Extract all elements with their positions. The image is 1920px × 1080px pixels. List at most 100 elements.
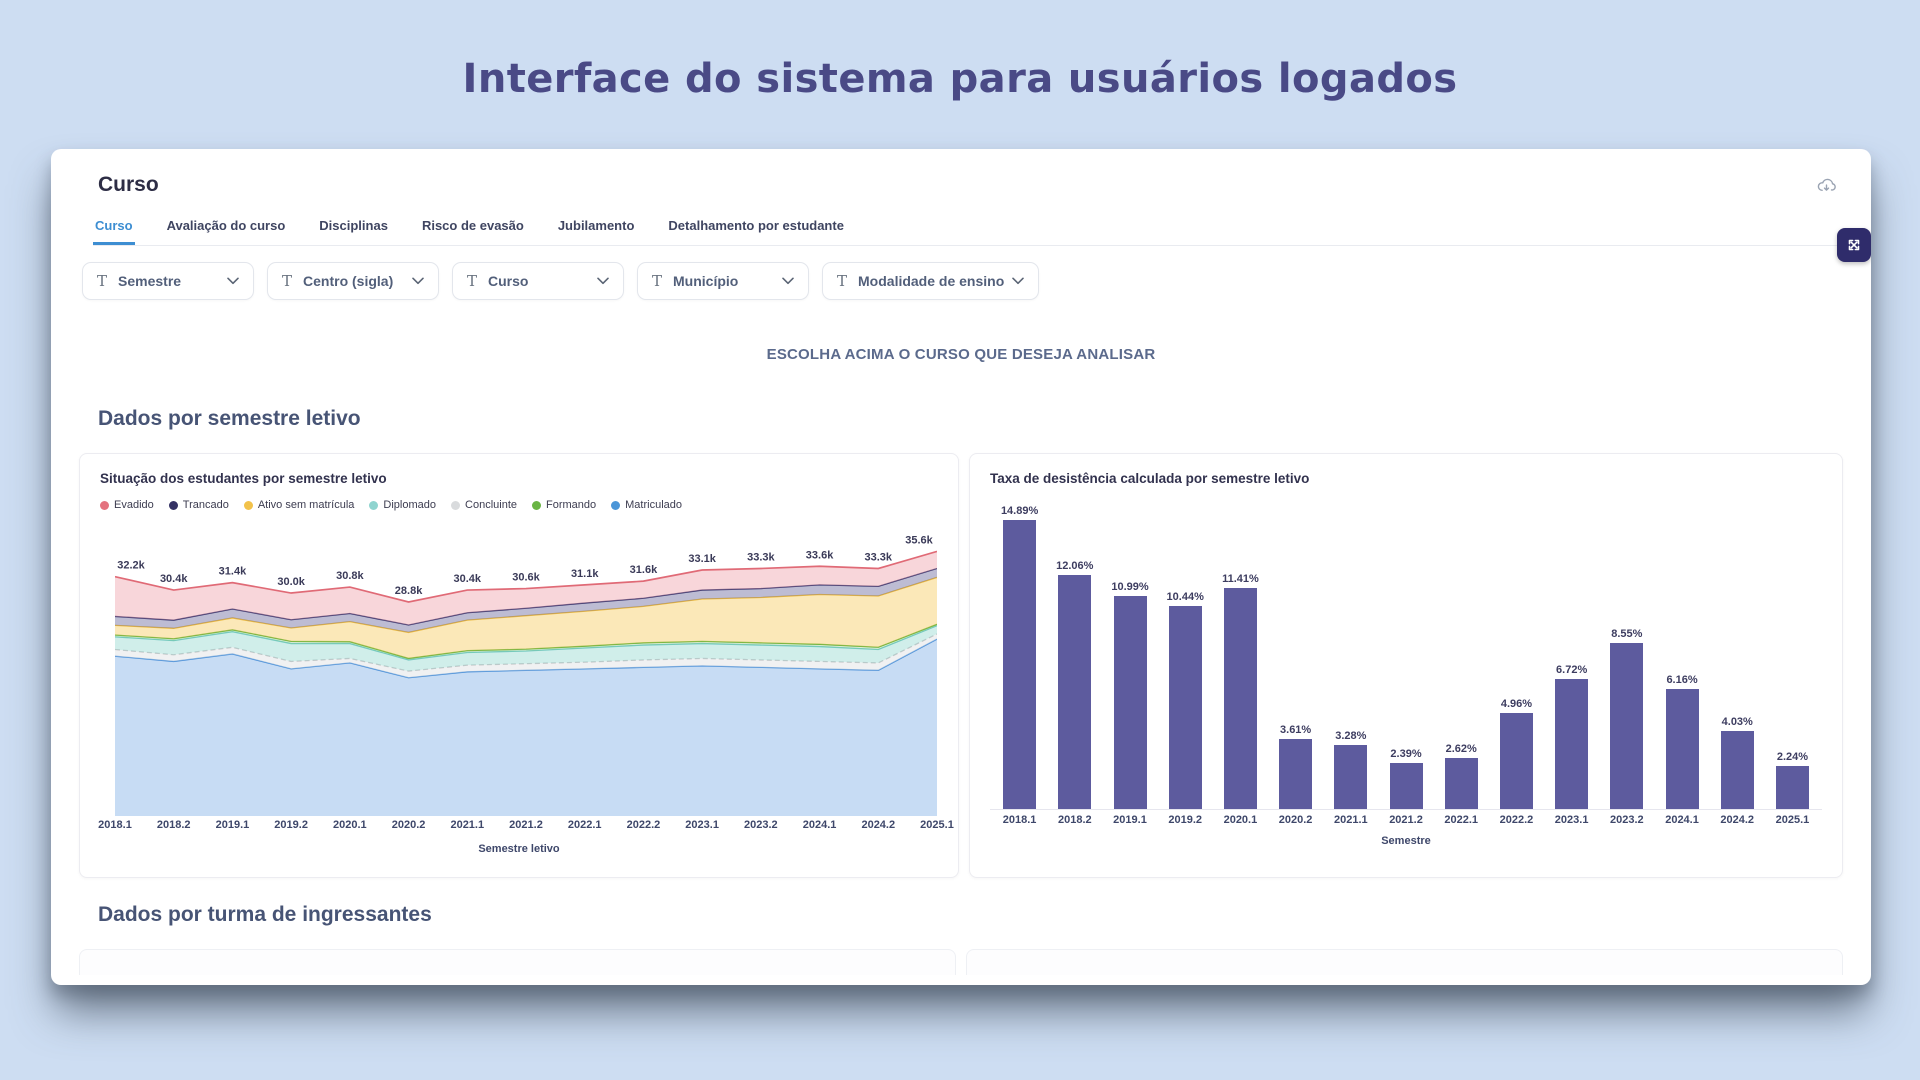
bar-column: 10.99%: [1102, 581, 1157, 809]
filter-municipio[interactable]: T Município: [637, 262, 809, 300]
area-chart-canvas[interactable]: 32.2k 30.4k 31.4k 30.0k 30.8k 28.8k 30.4k 30.6k…: [100, 516, 938, 816]
charts-row: Situação dos estudantes por semestre let…: [79, 453, 1843, 878]
chevron-down-icon: [227, 277, 239, 285]
chevron-down-icon: [782, 277, 794, 285]
bar-value-label: 6.16%: [1666, 674, 1698, 687]
tab-curso[interactable]: Curso: [93, 212, 135, 245]
bar-value-label: 2.24%: [1776, 750, 1809, 763]
bar-column: 2.62%: [1434, 743, 1489, 809]
chevron-down-icon: [412, 277, 424, 285]
expand-arrows-icon: [1845, 236, 1863, 254]
tab-disciplinas[interactable]: Disciplinas: [319, 218, 388, 233]
area-x-tick: 2018.2: [156, 819, 191, 831]
bar[interactable]: [1665, 689, 1699, 809]
bar-value-label: 4.96%: [1500, 697, 1533, 710]
area-x-axis: 2018.1 2018.2 2019.1 2019.2 2020.1 2020.2 2021…: [98, 819, 954, 834]
tab-detalhamento-por-estudante[interactable]: Detalhamento por estudante: [668, 218, 844, 233]
area-x-tick: 2024.1: [802, 819, 837, 831]
bar-chart-card: Taxa de desistência calculada por semest…: [969, 453, 1843, 878]
bar-column: 14.89%: [992, 505, 1047, 809]
svg-text:30.4k: 30.4k: [454, 573, 482, 585]
legend-label: Matriculado: [625, 499, 682, 511]
bar-column: 4.96%: [1489, 698, 1544, 809]
legend-item-concluinte[interactable]: Concluinte: [451, 499, 517, 511]
bar-column: 6.72%: [1544, 664, 1599, 809]
bar-x-tick: 2020.1: [1223, 814, 1258, 826]
bar[interactable]: [1555, 678, 1589, 809]
bar-value-label: 11.41%: [1222, 572, 1259, 585]
bar[interactable]: [1279, 738, 1313, 809]
legend-item-ativo-sem-matricula[interactable]: Ativo sem matrícula: [243, 499, 354, 511]
cohort-chart-card-right: [966, 949, 1843, 975]
bar-column: 8.55%: [1599, 628, 1654, 809]
legend-item-trancado[interactable]: Trancado: [168, 499, 229, 511]
bar-x-tick: 2020.2: [1278, 814, 1313, 826]
svg-text:31.4k: 31.4k: [219, 566, 247, 578]
bar-x-tick: 2018.2: [1057, 814, 1092, 826]
chevron-down-icon: [1012, 277, 1025, 285]
filter-curso[interactable]: T Curso: [452, 262, 624, 300]
svg-text:30.4k: 30.4k: [160, 573, 188, 585]
section-title-semestre: Dados por semestre letivo: [98, 407, 361, 430]
bar[interactable]: [1334, 745, 1368, 809]
bar-x-tick: 2025.1: [1775, 814, 1810, 826]
bar-x-tick: 2021.2: [1389, 814, 1423, 826]
filter-centro-sigla[interactable]: T Centro (sigla): [267, 262, 439, 300]
svg-text:31.1k: 31.1k: [571, 568, 599, 580]
bar-column: 11.41%: [1213, 572, 1268, 809]
bar-value-label: 10.44%: [1166, 591, 1204, 604]
bar-column: 6.16%: [1654, 674, 1709, 809]
area-x-tick: 2019.1: [215, 819, 250, 831]
expand-button[interactable]: [1837, 228, 1871, 262]
bar[interactable]: [1720, 730, 1754, 809]
svg-text:31.6k: 31.6k: [630, 564, 658, 576]
bar-value-label: 14.89%: [1000, 505, 1039, 517]
tabs: Curso Avaliação do curso Disciplinas Risco …: [93, 212, 1843, 246]
filter-semestre[interactable]: T Semestre: [82, 262, 254, 300]
svg-text:32.2k: 32.2k: [117, 560, 145, 572]
area-chart-title: Situação dos estudantes por semestre let…: [100, 471, 387, 486]
bar-value-label: 2.62%: [1445, 743, 1477, 756]
tab-risco-de-evasao[interactable]: Risco de evasão: [421, 218, 524, 233]
area-chart-card: Situação dos estudantes por semestre let…: [79, 453, 959, 878]
filter-modalidade-de-ensino[interactable]: T Modalidade de ensino: [822, 262, 1040, 300]
bar-x-tick: 2022.1: [1444, 814, 1479, 826]
area-x-tick: 2023.1: [685, 819, 719, 831]
panel-header: Curso: [79, 149, 1843, 197]
bar[interactable]: [1223, 587, 1257, 809]
bar[interactable]: [1775, 765, 1809, 809]
filter-label: Município: [673, 273, 739, 289]
bar[interactable]: [1499, 712, 1533, 809]
text-filter-icon: T: [652, 272, 663, 290]
bar-x-tick: 2024.2: [1720, 814, 1755, 826]
bar-value-label: 3.28%: [1335, 730, 1367, 743]
bar[interactable]: [1058, 574, 1092, 809]
bar-column: 4.03%: [1710, 716, 1765, 809]
bar[interactable]: [1113, 595, 1147, 809]
area-x-tick: 2022.2: [626, 819, 661, 831]
area-x-tick: 2020.1: [333, 819, 367, 831]
legend-item-matriculado[interactable]: Matriculado: [611, 499, 682, 511]
bar[interactable]: [1444, 758, 1478, 809]
bar[interactable]: [1389, 762, 1423, 809]
area-x-tick: 2021.1: [450, 819, 485, 831]
bar[interactable]: [1168, 606, 1202, 809]
text-filter-icon: T: [282, 272, 293, 290]
bar[interactable]: [1003, 520, 1037, 809]
legend-dot: [532, 500, 541, 510]
svg-text:30.0k: 30.0k: [277, 576, 305, 588]
tab-jubilamento[interactable]: Jubilamento: [557, 218, 635, 233]
legend-dot: [243, 500, 253, 510]
legend-item-formando[interactable]: Formando: [532, 499, 596, 511]
area-x-tick: 2019.2: [274, 819, 308, 831]
tab-avaliacao-do-curso[interactable]: Avaliação do curso: [166, 218, 286, 233]
cloud-download-icon[interactable]: [1816, 175, 1837, 196]
filter-label: Curso: [488, 273, 529, 289]
bar-x-tick: 2024.1: [1665, 814, 1699, 826]
legend-item-evadido[interactable]: Evadido: [100, 499, 154, 511]
filter-bar: T Semestre T Centro (sigla) T Curso T Município…: [82, 262, 1843, 300]
bar[interactable]: [1610, 643, 1644, 809]
legend-item-diplomado[interactable]: Diplomado: [369, 499, 436, 511]
bar-chart-canvas[interactable]: 14.89% 12.06% 10.99% 10.44% 11.41% 3.61% 3.28%…: [990, 502, 1822, 810]
bar-value-label: 8.55%: [1611, 628, 1643, 641]
